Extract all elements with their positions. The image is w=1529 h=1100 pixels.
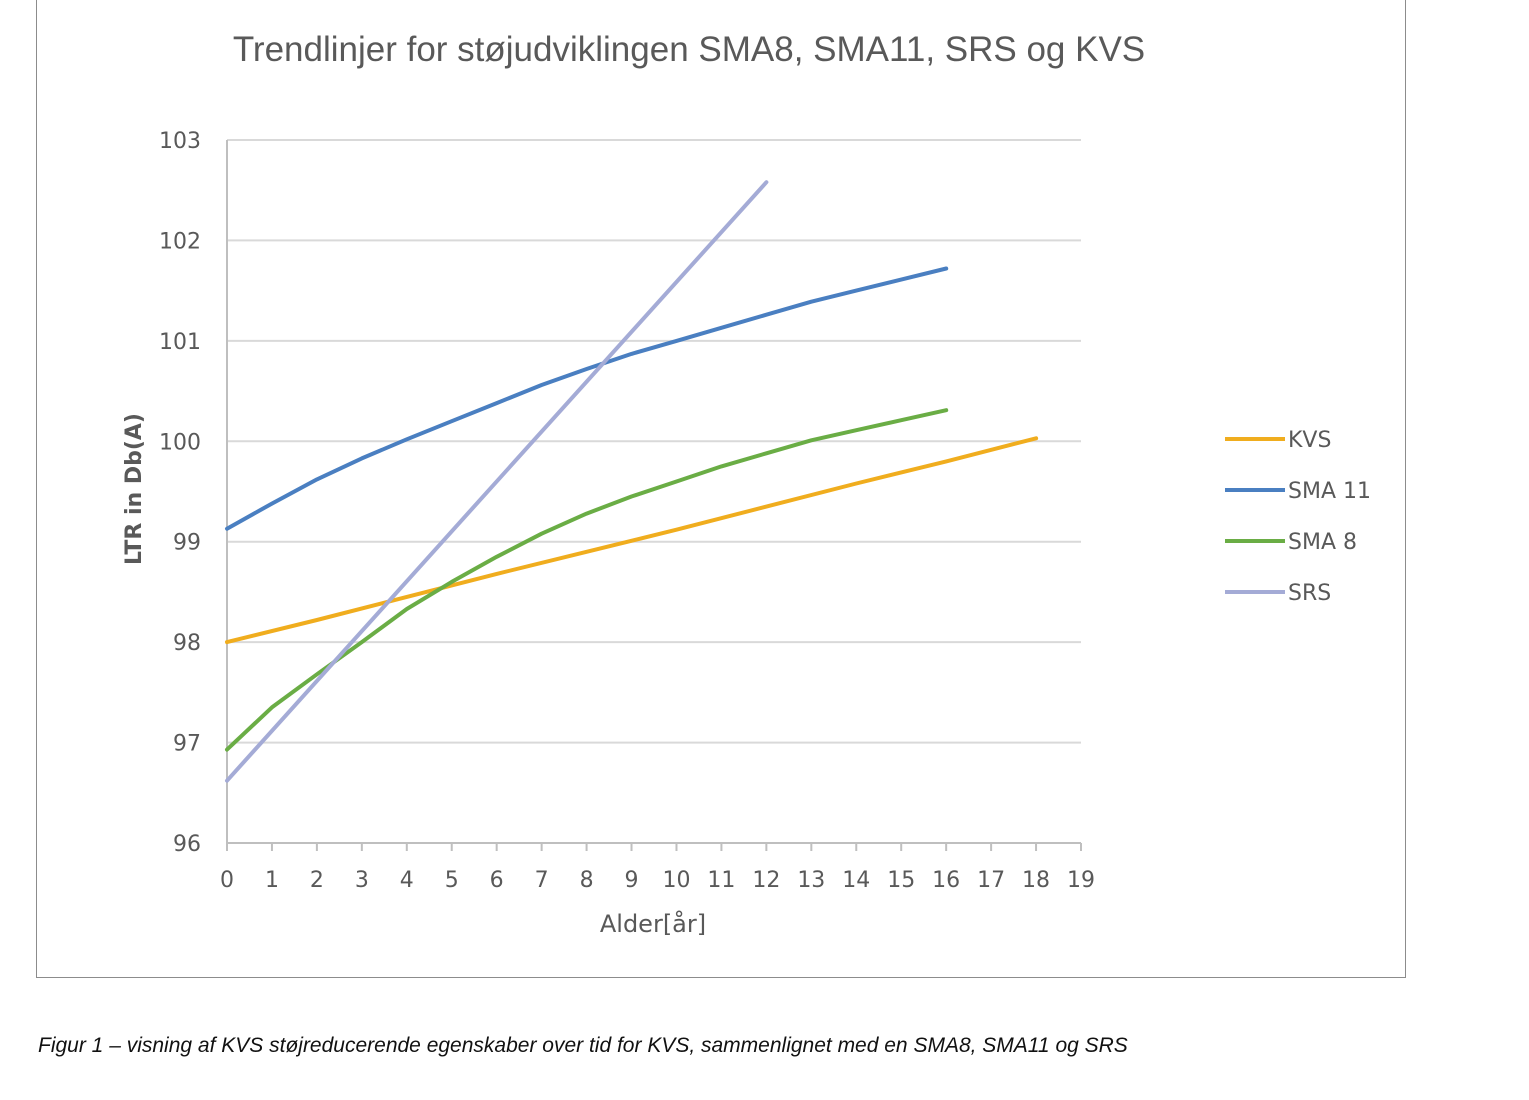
line-chart: Trendlinjer for støjudviklingen SMA8, SM… [122,30,1371,938]
x-tick-label: 5 [445,868,459,893]
y-tick-label: 101 [159,330,201,355]
x-tick-label: 17 [977,868,1005,893]
legend-label-sma-8: SMA 8 [1288,530,1357,555]
figure-caption: Figur 1 – visning af KVS støjreducerende… [38,1034,1128,1057]
series-line-srs [225,180,769,783]
series-line-sma-11 [225,266,949,531]
y-tick-label: 97 [173,732,201,757]
x-tick-label: 10 [662,868,690,893]
chart-frame: Trendlinjer for støjudviklingen SMA8, SM… [36,0,1406,978]
x-tick-label: 7 [535,868,549,893]
x-tick-label: 6 [490,868,504,893]
x-axis-ticks: 0 1 2 3 4 5 6 7 8 9 10 11 12 13 14 15 16 17 18 19 [220,843,1095,893]
x-tick-label: 1 [265,868,279,893]
series-line-kvs [225,436,1039,645]
series-lines [225,180,1039,783]
y-tick-label: 98 [173,631,201,656]
y-tick-label: 100 [159,430,201,455]
series-line-sma-8 [225,408,949,752]
x-tick-label: 16 [932,868,960,893]
x-tick-label: 8 [580,868,594,893]
y-tick-label: 102 [159,229,201,254]
x-tick-label: 0 [220,868,234,893]
x-tick-label: 2 [310,868,324,893]
x-tick-label: 11 [707,868,735,893]
chart-title: Trendlinjer for støjudviklingen SMA8, SM… [233,30,1145,69]
axes [226,140,1081,844]
legend-label-kvs: KVS [1288,428,1331,453]
y-axis-label: LTR in Db(A) [122,413,147,565]
y-axis-ticks: 96 97 98 99 100 101 102 103 [159,129,201,857]
x-tick-label: 3 [355,868,369,893]
x-tick-label: 9 [625,868,639,893]
x-tick-label: 4 [400,868,414,893]
x-axis-label: Alder[år] [600,909,706,938]
legend-label-sma-11: SMA 11 [1288,479,1371,504]
legend-label-srs: SRS [1288,581,1331,606]
x-tick-label: 13 [797,868,825,893]
y-tick-label: 99 [173,531,201,556]
x-tick-label: 18 [1022,868,1050,893]
x-tick-label: 14 [842,868,870,893]
legend: KVS SMA 11 SMA 8 SRS [1225,428,1371,606]
x-tick-label: 15 [887,868,915,893]
x-tick-label: 12 [752,868,780,893]
y-tick-label: 103 [159,129,201,154]
grid-lines [227,139,1081,744]
y-tick-label: 96 [173,832,201,857]
x-tick-label: 19 [1067,868,1095,893]
